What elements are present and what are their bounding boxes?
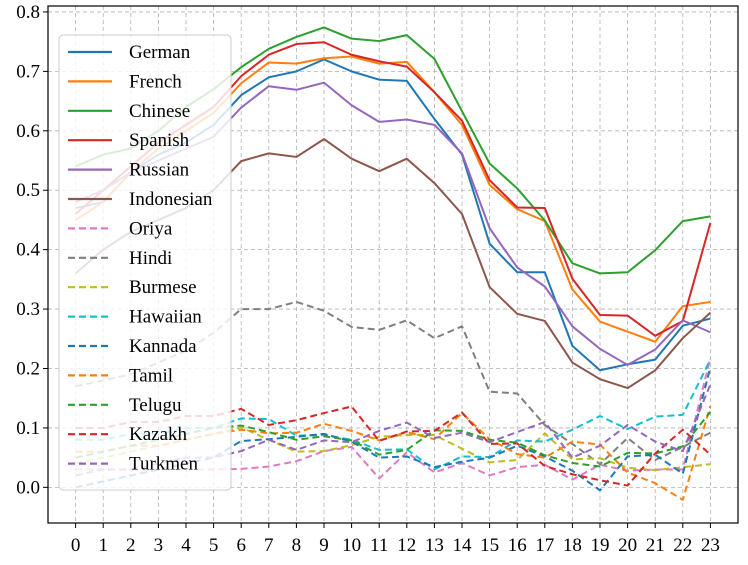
legend-label: Hawaiian [129, 307, 202, 328]
y-tick-label: 0.4 [16, 240, 40, 261]
x-tick-label: 5 [209, 535, 219, 556]
x-tick-label: 0 [71, 535, 81, 556]
x-tick-label: 15 [480, 535, 499, 556]
legend-label: Kazakh [129, 424, 188, 445]
y-tick-label: 0.5 [16, 180, 40, 201]
legend-label: Telugu [129, 395, 182, 416]
y-tick-label: 0.6 [16, 121, 40, 142]
y-tick-label: 0.8 [16, 2, 40, 23]
legend-label: Russian [129, 160, 190, 181]
x-tick-label: 13 [425, 535, 444, 556]
x-tick-label: 19 [591, 535, 610, 556]
x-tick-label: 22 [673, 535, 692, 556]
legend-label: Indonesian [129, 189, 213, 210]
legend-label: Kannada [129, 336, 197, 357]
x-tick-label: 7 [264, 535, 274, 556]
legend-label: German [129, 42, 191, 63]
x-tick-label: 1 [98, 535, 108, 556]
x-tick-label: 16 [508, 535, 527, 556]
legend-label: Tamil [129, 365, 173, 386]
x-tick-label: 23 [701, 535, 720, 556]
x-tick-label: 6 [236, 535, 246, 556]
legend: German French Chinese Spanish Russian Indones… [58, 34, 232, 491]
x-tick-label: 11 [370, 535, 388, 556]
x-tick-label: 10 [342, 535, 361, 556]
x-tick-label: 14 [453, 535, 473, 556]
series-line-kazakh [75, 405, 712, 487]
x-tick-label: 9 [319, 535, 329, 556]
series-line-telugu [75, 411, 712, 468]
x-tick-label: 4 [181, 535, 191, 556]
x-tick-label: 2 [126, 535, 136, 556]
x-tick-label: 17 [535, 535, 554, 556]
x-tick-label: 12 [397, 535, 416, 556]
series-line-kannada [75, 367, 712, 492]
legend-label: Hindi [129, 248, 172, 269]
y-tick-label: 0.1 [16, 418, 40, 439]
legend-label: Oriya [129, 218, 173, 239]
y-tick-label: 0.3 [16, 299, 40, 320]
legend-label: French [129, 71, 182, 92]
x-tick-label: 3 [154, 535, 164, 556]
y-tick-label: 0.0 [16, 477, 40, 498]
x-tick-label: 8 [292, 535, 302, 556]
legend-label: Chinese [129, 101, 190, 122]
legend-label: Turkmen [129, 454, 198, 475]
legend-label: Burmese [129, 277, 197, 298]
x-tick-label: 21 [646, 535, 665, 556]
legend-label: Spanish [129, 130, 190, 151]
axes: 0.00.10.20.30.40.50.60.70.80 1 2 3 4 5 6 7 8 9 10 1… [16, 2, 720, 556]
plot-frame [47, 5, 739, 524]
y-tick-label: 0.7 [16, 61, 40, 82]
x-tick-label: 20 [618, 535, 637, 556]
x-tick-label: 18 [563, 535, 582, 556]
y-tick-label: 0.2 [16, 358, 40, 379]
